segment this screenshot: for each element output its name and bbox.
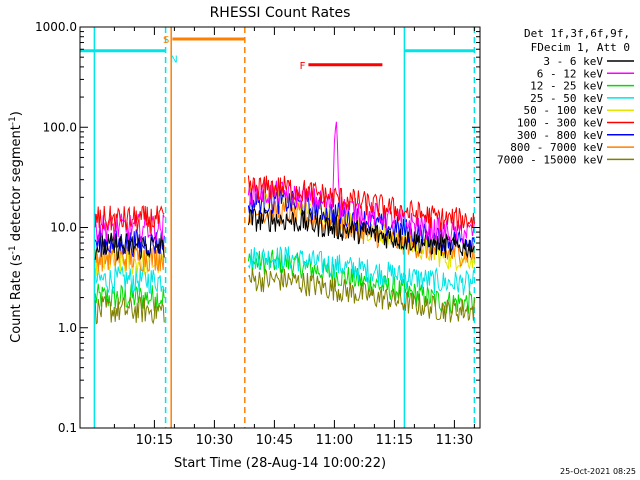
series-line-pre xyxy=(94,244,165,272)
time-interval-markers xyxy=(80,27,476,428)
series-line-flare xyxy=(247,175,475,231)
legend-label: 25 - 50 keV xyxy=(530,92,603,105)
legend-label: 7000 - 15000 keV xyxy=(497,153,603,166)
series-line-pre xyxy=(94,266,165,295)
x-tick-label: 10:15 xyxy=(136,433,173,448)
legend-label: 6 - 12 keV xyxy=(537,67,604,80)
x-tick-label: 10:30 xyxy=(196,433,233,448)
y-axis-label-mid: detector segment xyxy=(9,125,24,245)
legend-label: 12 - 25 keV xyxy=(530,80,603,93)
legend-header: FDecim 1, Att 0 xyxy=(531,41,630,54)
y-axis-label-main: Count Rate (s xyxy=(9,254,24,343)
y-axis-label-end: ) xyxy=(9,111,24,116)
series-line-flare xyxy=(247,249,475,314)
chart-title: RHESSI Count Rates xyxy=(210,5,351,21)
axes-group: 1000.0 100.0 10.0 1.0 0.1 10:15 10:30 10:45 11:0… xyxy=(35,20,480,448)
y-axis-label: Count Rate (s-1 detector segment-1) xyxy=(8,111,24,343)
series-line-flare xyxy=(247,207,475,259)
x-tick-label: 11:00 xyxy=(316,433,353,448)
x-tick-label: 10:45 xyxy=(256,433,293,448)
annotation-label: F xyxy=(300,61,306,72)
series-line-pre xyxy=(94,205,165,234)
y-tick-label: 1000.0 xyxy=(35,20,77,34)
annotation-label: S xyxy=(163,35,169,46)
series-line-flare xyxy=(247,246,475,296)
legend-label: 100 - 300 keV xyxy=(517,117,603,130)
y-axis-label-sup2: -1 xyxy=(8,116,18,125)
timestamp-label: 25-Oct-2021 08:25 xyxy=(560,467,636,476)
x-tick-label: 11:30 xyxy=(436,433,473,448)
legend-label: 300 - 800 keV xyxy=(517,129,603,142)
y-tick-label: 0.1 xyxy=(58,421,77,435)
y-tick-label: 10.0 xyxy=(50,221,77,235)
series-line-flare xyxy=(248,267,475,323)
y-tick-label: 100.0 xyxy=(43,120,77,134)
x-tick-label: 11:15 xyxy=(376,433,413,448)
legend-label: 50 - 100 keV xyxy=(524,104,604,117)
series-group xyxy=(94,121,475,325)
y-axis-label-sup1: -1 xyxy=(8,245,18,254)
x-axis-label: Start Time (28-Aug-14 10:00:22) xyxy=(174,456,386,471)
annotations-group: S F N xyxy=(163,35,383,72)
legend-header: Det 1f,3f,6f,9f, xyxy=(524,27,630,40)
legend: Det 1f,3f,6f,9f,FDecim 1, Att 03 - 6 keV… xyxy=(497,27,634,166)
y-tick-label: 1.0 xyxy=(58,321,77,335)
legend-label: 3 - 6 keV xyxy=(543,55,603,68)
series-line-pre xyxy=(94,296,165,325)
series-line-pre xyxy=(94,232,165,262)
legend-label: 800 - 7000 keV xyxy=(510,141,603,154)
annotation-label: N xyxy=(170,55,177,66)
